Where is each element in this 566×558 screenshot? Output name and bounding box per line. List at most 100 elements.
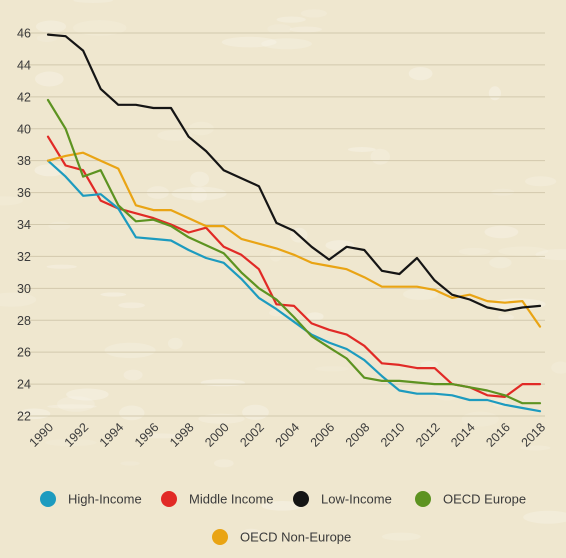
texture-spot xyxy=(123,369,143,381)
texture-spot xyxy=(520,445,551,451)
x-tick-label: 1994 xyxy=(97,420,127,450)
legend-swatch-middle-income xyxy=(161,491,177,507)
y-tick-label: 30 xyxy=(17,282,31,296)
texture-spot xyxy=(267,24,292,34)
texture-spot xyxy=(0,196,23,206)
texture-spot xyxy=(347,147,376,152)
y-axis-tick-labels: 22 24 26 28 30 32 34 36 38 40 42 44 46 xyxy=(17,27,31,424)
texture-spot xyxy=(289,26,322,33)
y-tick-label: 26 xyxy=(17,346,31,360)
y-tick-label: 24 xyxy=(17,378,31,392)
texture-spot xyxy=(489,257,512,269)
x-tick-label: 2018 xyxy=(519,420,549,450)
y-tick-label: 22 xyxy=(17,410,31,424)
legend: High-Income Middle Income Low-Income OECD E… xyxy=(40,491,526,545)
y-tick-label: 28 xyxy=(17,314,31,328)
texture-spot xyxy=(461,411,499,427)
texture-spot xyxy=(525,176,557,187)
y-tick-label: 44 xyxy=(17,58,31,72)
texture-spot xyxy=(551,361,566,374)
texture-spot xyxy=(213,459,234,468)
texture-spot xyxy=(300,9,327,18)
texture-spot xyxy=(118,302,145,309)
x-tick-label: 2006 xyxy=(308,420,338,450)
texture-spot xyxy=(157,130,193,141)
x-tick-label: 2004 xyxy=(273,420,303,450)
texture-spot xyxy=(370,148,390,165)
texture-spot xyxy=(261,501,304,511)
texture-spot xyxy=(47,404,97,409)
texture-spot xyxy=(261,38,312,50)
legend-swatch-oecd-non-europe xyxy=(212,529,228,545)
gridlines xyxy=(18,32,545,417)
texture-spot xyxy=(276,16,306,23)
texture-spot xyxy=(45,439,97,447)
texture-spot xyxy=(100,292,127,297)
texture-spot xyxy=(190,171,210,187)
legend-swatch-high-income xyxy=(40,491,56,507)
series-line-low-income xyxy=(46,33,542,312)
y-tick-label: 36 xyxy=(17,186,31,200)
texture-spot xyxy=(119,405,145,421)
y-tick-label: 42 xyxy=(17,90,31,104)
y-tick-label: 38 xyxy=(17,154,31,168)
y-tick-label: 34 xyxy=(17,218,31,232)
legend-label-oecd-europe: OECD Europe xyxy=(443,492,526,507)
texture-spot xyxy=(242,404,269,420)
texture-spot xyxy=(171,186,227,201)
texture-spot xyxy=(34,164,66,177)
texture-spot xyxy=(66,388,109,401)
texture-spot xyxy=(36,34,58,42)
x-tick-label: 2010 xyxy=(378,420,408,450)
texture-spot xyxy=(120,461,140,466)
texture-spot xyxy=(269,309,287,317)
background-texture xyxy=(0,0,566,541)
legend-swatch-low-income xyxy=(293,491,309,507)
y-tick-label: 32 xyxy=(17,250,31,264)
texture-spot xyxy=(535,249,566,261)
x-tick-label: 2000 xyxy=(202,420,232,450)
texture-spot xyxy=(0,292,37,307)
y-tick-label: 40 xyxy=(17,122,31,136)
texture-spot xyxy=(403,288,439,300)
texture-spot xyxy=(241,528,262,538)
y-tick-label: 46 xyxy=(17,27,31,41)
texture-spot xyxy=(381,532,421,541)
texture-spot xyxy=(200,379,245,387)
texture-spot xyxy=(315,366,349,372)
texture-spot xyxy=(104,342,156,359)
texture-spot xyxy=(408,67,433,81)
x-tick-label: 1998 xyxy=(167,420,197,450)
texture-spot xyxy=(523,510,566,524)
texture-spot xyxy=(269,250,282,262)
texture-spot xyxy=(306,312,324,321)
legend-swatch-oecd-europe xyxy=(415,491,431,507)
texture-spot xyxy=(35,71,64,87)
series-line-oecd-europe xyxy=(46,98,542,405)
texture-spot xyxy=(458,247,491,256)
legend-label-oecd-non-europe: OECD Non-Europe xyxy=(240,530,351,545)
texture-spot xyxy=(73,0,113,3)
legend-label-low-income: Low-Income xyxy=(321,492,392,507)
texture-spot xyxy=(484,225,519,239)
texture-spot xyxy=(46,264,77,269)
x-tick-label: 2002 xyxy=(237,420,267,450)
texture-spot xyxy=(488,86,501,101)
series-lines xyxy=(46,33,542,413)
texture-spot xyxy=(35,20,67,33)
texture-spot xyxy=(191,187,207,203)
x-tick-label: 1990 xyxy=(27,420,57,450)
texture-spot xyxy=(498,314,514,321)
texture-spot xyxy=(73,20,127,36)
x-tick-label: 2012 xyxy=(413,420,443,450)
series-line-high-income xyxy=(46,159,542,413)
legend-label-high-income: High-Income xyxy=(68,492,142,507)
texture-spot xyxy=(48,221,71,231)
texture-spot xyxy=(221,36,277,48)
x-tick-label: 2008 xyxy=(343,420,373,450)
texture-spot xyxy=(140,433,182,439)
texture-spot xyxy=(167,337,183,350)
legend-label-middle-income: Middle Income xyxy=(189,492,274,507)
